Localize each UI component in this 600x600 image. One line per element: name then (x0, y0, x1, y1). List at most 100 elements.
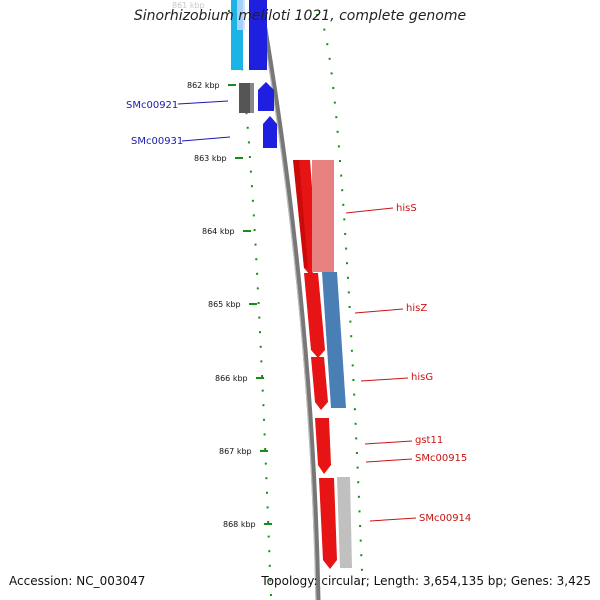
kbp-label-868: 868 kbp (223, 520, 256, 529)
track-grey (337, 477, 352, 568)
right-track-dot (345, 247, 348, 250)
right-track-dot (342, 203, 345, 206)
left-track-dot (246, 126, 249, 129)
right-track-dot (351, 364, 354, 367)
right-track-dot (330, 72, 333, 75)
kbp-mark-865 (249, 303, 257, 305)
kbp-label-863: 863 kbp (194, 154, 227, 163)
smc00921-leader (177, 100, 229, 105)
gene-smc00931[interactable] (263, 116, 277, 148)
kbp-label-865: 865 kbp (208, 300, 241, 309)
left-track-dot (254, 243, 257, 246)
gene-label-smc00915[interactable]: SMc00915 (415, 453, 467, 464)
gene-top-blue[interactable] (249, 0, 267, 70)
gene-red-2[interactable] (304, 273, 325, 358)
kbp-axis: 862 kbp 863 kbp 864 kbp 865 kbp 866 kbp … (187, 81, 272, 529)
left-track-dot (263, 418, 265, 421)
gene-label-smc00921[interactable]: SMc00921 (126, 100, 178, 111)
right-track-dot (357, 495, 360, 498)
gene-red-3[interactable] (311, 357, 328, 410)
right-track-dot (350, 335, 353, 338)
right-track-dot (335, 116, 338, 119)
right-track-dot (350, 349, 353, 352)
genome-title: Sinorhizobium meliloti 1021, complete ge… (133, 8, 467, 24)
right-track-dot (344, 233, 347, 235)
left-track-dot (257, 302, 260, 304)
left-track-dot (265, 477, 268, 480)
right-track-dot (361, 583, 364, 586)
left-track-dot (253, 229, 256, 231)
topology-text: Topology: circular; Length: 3,654,135 bp… (261, 574, 591, 588)
genome-backbone (257, 0, 321, 600)
right-track-dot (360, 554, 363, 557)
accession-text: Accession: NC_003047 (9, 574, 146, 588)
hiss-leader (345, 207, 394, 214)
left-track-dot (267, 521, 270, 523)
kbp-mark-868 (264, 523, 272, 525)
track-steel (322, 272, 346, 408)
left-track-dot (256, 272, 259, 275)
gene-label-hisg[interactable]: hisG (411, 372, 433, 383)
kbp-label-867: 867 kbp (219, 447, 252, 456)
right-track-dot (337, 145, 340, 148)
left-track-dot (269, 594, 272, 596)
gene-label-hiss[interactable]: hisS (396, 203, 417, 214)
right-track-dot (355, 437, 358, 440)
left-track-dot (268, 564, 271, 567)
right-dotted-track (316, 14, 364, 586)
track-pink (312, 160, 334, 272)
left-track-dot (261, 389, 264, 392)
right-track-dot (348, 306, 351, 308)
faded-kbp-label: 861 kbp (172, 1, 205, 10)
left-track-dot (267, 535, 270, 538)
right-track-dot (343, 218, 346, 221)
smc00915-leader (365, 458, 413, 463)
gene-label-hisz[interactable]: hisZ (406, 303, 427, 314)
left-track-dot (266, 506, 269, 509)
kbp-mark-867 (260, 450, 268, 452)
right-track-dot (357, 481, 360, 484)
gene-smc-dark-shade (250, 83, 254, 113)
right-track-dot (359, 539, 362, 542)
gene-red-4[interactable] (315, 418, 331, 474)
right-track-dot (347, 291, 350, 294)
right-track-dot (340, 174, 343, 177)
kbp-mark-863 (235, 157, 243, 159)
right-track-dot (346, 262, 348, 265)
right-track-dot (346, 276, 349, 279)
gene-label-smc00914[interactable]: SMc00914 (419, 513, 471, 524)
left-track-dot (249, 170, 252, 173)
kbp-mark-864 (243, 230, 251, 232)
right-track-dot (359, 525, 362, 527)
right-track-dot (352, 379, 355, 381)
right-track-dot (341, 189, 344, 192)
right-track-dot (353, 393, 356, 396)
gene-label-smc00931[interactable]: SMc00931 (131, 136, 183, 147)
kbp-label-862: 862 kbp (187, 81, 220, 90)
left-track-dot (264, 448, 267, 450)
kbp-mark-866 (256, 377, 264, 379)
left-track-dot (260, 360, 263, 363)
right-track-dot (355, 452, 358, 454)
kbp-label-866: 866 kbp (215, 374, 248, 383)
right-track-dot (339, 160, 341, 162)
left-track-dot (262, 404, 265, 407)
gene-smc00921[interactable] (258, 82, 274, 111)
left-track-dot (258, 316, 261, 319)
right-track-dot (358, 510, 361, 513)
kbp-label-864: 864 kbp (202, 227, 235, 236)
left-track-dot (259, 331, 261, 334)
gst11-leader (364, 440, 413, 445)
right-track-dot (349, 320, 352, 323)
hisg-leader (360, 377, 409, 382)
left-track-dot (269, 579, 272, 582)
gene-label-gst11[interactable]: gst11 (415, 435, 443, 446)
gene-red-1-shade (293, 160, 308, 268)
gene-red-5[interactable] (319, 478, 337, 569)
left-track-dot (256, 287, 259, 290)
left-track-dot (261, 375, 264, 377)
left-track-dot (264, 462, 267, 465)
right-track-dot (353, 408, 356, 411)
left-track-dot (251, 199, 254, 202)
left-track-dot (266, 491, 268, 494)
